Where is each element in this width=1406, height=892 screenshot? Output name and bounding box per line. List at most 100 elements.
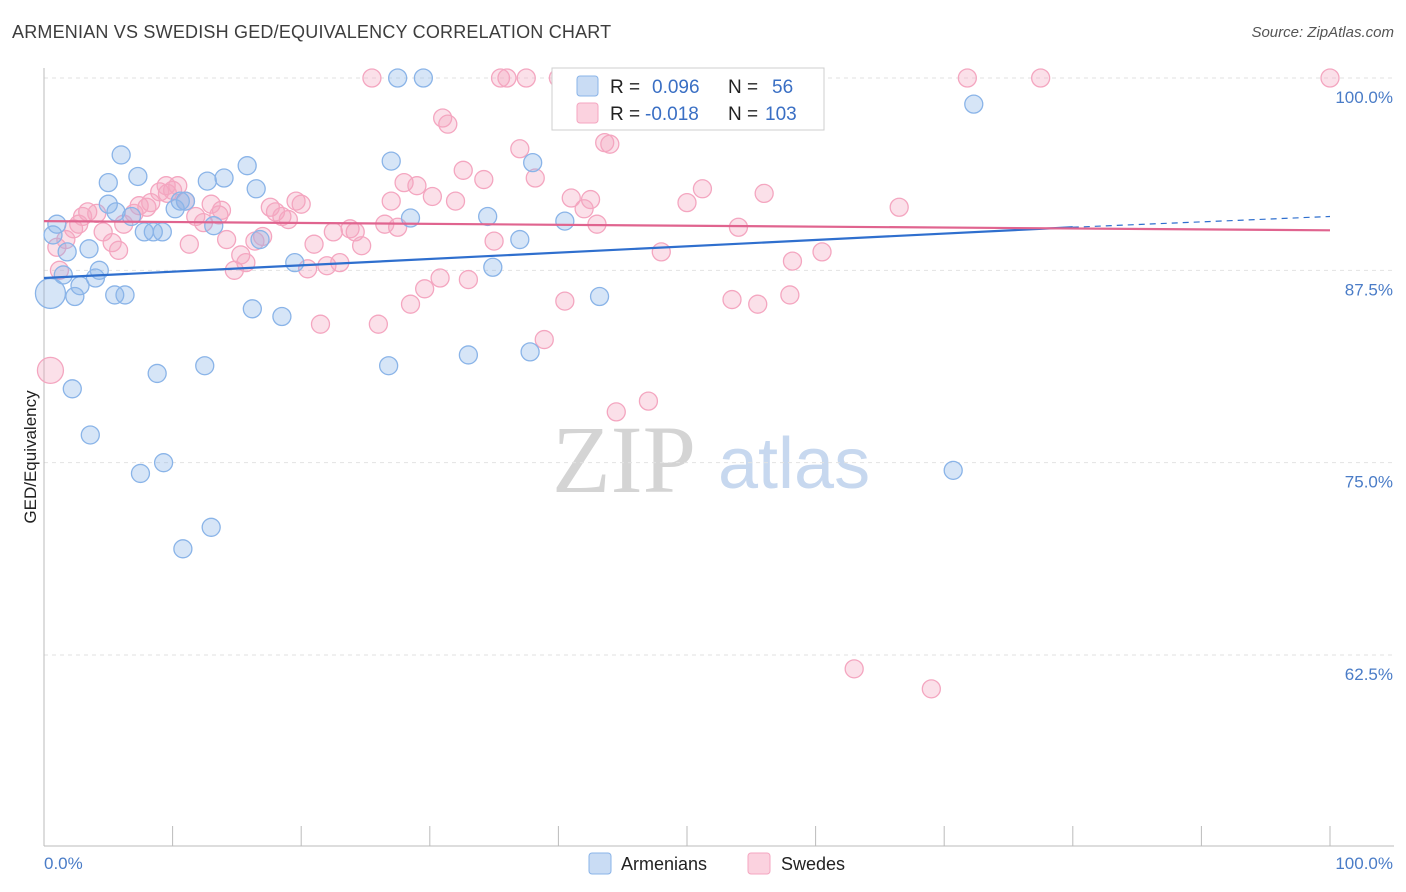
point-armenians [555, 211, 575, 231]
point-armenians [510, 229, 530, 250]
point-swedes [422, 186, 443, 207]
point-swedes [458, 269, 479, 290]
series-legend: Armenians Swedes [588, 852, 845, 875]
watermark-zip: ZIP [552, 406, 696, 513]
point-swedes [186, 206, 206, 227]
point-swedes [638, 391, 659, 411]
legend-r-label: R = [610, 77, 640, 98]
point-armenians [98, 172, 118, 193]
legend-n-label: N = [728, 104, 758, 125]
point-armenians [197, 171, 217, 191]
point-swedes [323, 222, 344, 242]
point-armenians [204, 216, 224, 236]
legend-label-swedes: Swedes [781, 854, 845, 874]
point-swedes [534, 329, 554, 350]
point-armenians [170, 191, 190, 211]
point-swedes [278, 209, 298, 230]
point-armenians [964, 94, 984, 114]
point-swedes [407, 176, 427, 196]
point-armenians [195, 356, 215, 376]
point-swedes [216, 229, 237, 250]
legend-swatch-armenians [588, 852, 612, 875]
trendline-armenians [43, 226, 1073, 280]
point-swedes [555, 291, 575, 311]
point-swedes [362, 68, 382, 88]
point-swedes [844, 659, 864, 679]
point-swedes [1320, 68, 1340, 88]
point-swedes [561, 188, 581, 208]
legend-n-value: 103 [765, 104, 797, 125]
point-swedes [400, 294, 421, 314]
point-armenians [62, 379, 82, 399]
point-swedes [36, 356, 65, 384]
point-armenians [175, 191, 196, 211]
legend-label-armenians: Armenians [621, 854, 707, 874]
point-armenians [413, 68, 434, 88]
point-armenians [943, 460, 963, 481]
point-swedes [156, 176, 176, 196]
point-armenians [147, 363, 167, 384]
point-armenians [111, 145, 131, 165]
point-swedes [651, 242, 671, 262]
point-swedes [453, 160, 473, 180]
point-swedes [484, 231, 504, 251]
point-swedes [722, 289, 742, 310]
x-tick-marks [43, 826, 1331, 846]
point-armenians [378, 356, 399, 376]
point-swedes [368, 314, 389, 334]
series-swedes-points [36, 68, 1340, 699]
point-armenians [237, 156, 257, 176]
point-swedes [201, 194, 221, 214]
point-swedes [812, 242, 832, 262]
point-swedes [580, 189, 601, 210]
point-swedes [780, 285, 800, 305]
point-armenians [458, 345, 479, 365]
point-armenians [285, 252, 305, 273]
point-armenians [250, 229, 270, 250]
point-armenians [130, 463, 151, 484]
point-swedes [474, 169, 494, 190]
point-swedes [957, 68, 977, 88]
y-tick-labels: 62.5% 75.0% 87.5% 100.0% [1335, 88, 1393, 684]
point-armenians [128, 166, 148, 187]
point-armenians [483, 257, 503, 277]
point-armenians [523, 152, 543, 173]
point-armenians [65, 286, 85, 307]
point-swedes [1031, 68, 1051, 88]
point-swedes [211, 200, 232, 220]
point-armenians [387, 68, 408, 88]
point-armenians [47, 214, 67, 234]
legend-r-value: -0.018 [645, 104, 699, 125]
point-armenians [201, 517, 221, 537]
point-armenians [214, 168, 234, 188]
point-armenians [246, 179, 266, 199]
watermark-atlas: atlas [718, 424, 870, 504]
point-swedes [102, 232, 122, 253]
point-swedes [748, 294, 768, 314]
y-axis-label: GED/Equivalency [21, 390, 40, 524]
point-swedes [497, 68, 517, 88]
point-swedes [351, 236, 372, 256]
point-armenians [153, 453, 174, 473]
point-swedes [445, 191, 466, 211]
point-armenians [53, 265, 73, 285]
point-swedes [782, 251, 803, 271]
point-armenians [152, 222, 172, 242]
point-swedes [921, 679, 941, 699]
point-swedes [179, 234, 199, 254]
point-swedes [286, 191, 306, 211]
legend-r-value: 0.096 [652, 77, 700, 98]
x-tick-label-max: 100.0% [1335, 854, 1393, 873]
legend-n-label: N = [728, 77, 758, 98]
legend-swatch-swedes [576, 102, 599, 124]
chart-title: ARMENIAN VS SWEDISH GED/EQUIVALENCY CORR… [12, 22, 612, 42]
point-swedes [677, 192, 697, 213]
point-swedes [889, 197, 909, 217]
legend-r-label: R = [610, 104, 640, 125]
point-swedes [129, 196, 149, 216]
point-swedes [754, 183, 774, 204]
trendline-swedes [43, 219, 1331, 232]
point-swedes [381, 191, 401, 211]
correlation-legend: R = 0.096 N = 56 R = -0.018 N = 103 [551, 67, 825, 131]
point-swedes [692, 179, 713, 199]
